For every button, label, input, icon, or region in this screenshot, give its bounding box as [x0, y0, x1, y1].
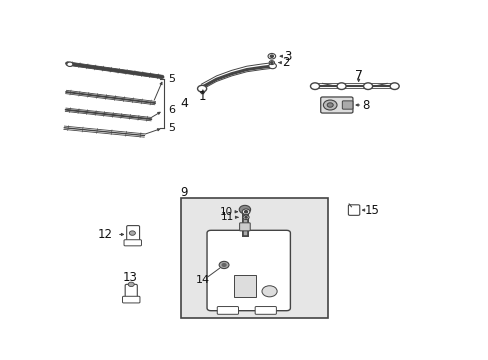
Circle shape: [239, 205, 250, 214]
FancyBboxPatch shape: [255, 307, 276, 314]
Text: 9: 9: [180, 186, 188, 199]
Circle shape: [219, 261, 228, 269]
Circle shape: [270, 55, 273, 57]
FancyBboxPatch shape: [320, 97, 352, 113]
Circle shape: [267, 53, 275, 59]
Circle shape: [129, 231, 135, 235]
Circle shape: [197, 85, 206, 92]
Text: 13: 13: [122, 271, 137, 284]
Bar: [233, 275, 256, 297]
Circle shape: [262, 286, 277, 297]
Text: 14: 14: [196, 275, 210, 285]
Text: 15: 15: [364, 203, 379, 217]
FancyBboxPatch shape: [125, 284, 137, 299]
Text: 7: 7: [354, 68, 362, 82]
Circle shape: [389, 83, 398, 90]
FancyBboxPatch shape: [122, 296, 140, 303]
Circle shape: [67, 62, 73, 67]
Circle shape: [244, 211, 247, 213]
Circle shape: [222, 264, 225, 266]
Circle shape: [242, 209, 249, 215]
Bar: [180, 198, 327, 318]
FancyBboxPatch shape: [217, 307, 238, 314]
Text: 4: 4: [180, 97, 187, 110]
FancyBboxPatch shape: [239, 223, 250, 231]
Text: 11: 11: [220, 212, 233, 222]
Circle shape: [128, 282, 134, 287]
Circle shape: [326, 103, 332, 107]
FancyBboxPatch shape: [126, 226, 139, 243]
Text: 6: 6: [168, 105, 175, 115]
Text: 10: 10: [219, 207, 232, 217]
Circle shape: [363, 83, 372, 90]
Circle shape: [310, 83, 319, 90]
Text: 5: 5: [168, 74, 175, 84]
FancyBboxPatch shape: [124, 240, 141, 246]
Circle shape: [323, 100, 336, 110]
Circle shape: [243, 215, 248, 220]
Circle shape: [244, 216, 247, 218]
FancyBboxPatch shape: [206, 230, 290, 311]
Circle shape: [336, 83, 346, 90]
Text: 8: 8: [362, 99, 369, 112]
Text: 5: 5: [168, 123, 175, 133]
Text: 2: 2: [282, 56, 289, 69]
FancyBboxPatch shape: [347, 205, 359, 215]
Text: 1: 1: [199, 90, 206, 103]
Circle shape: [270, 62, 272, 63]
FancyBboxPatch shape: [342, 101, 352, 109]
Circle shape: [268, 61, 274, 64]
Circle shape: [268, 63, 276, 69]
Text: 3: 3: [284, 50, 291, 63]
Text: 12: 12: [98, 228, 113, 241]
